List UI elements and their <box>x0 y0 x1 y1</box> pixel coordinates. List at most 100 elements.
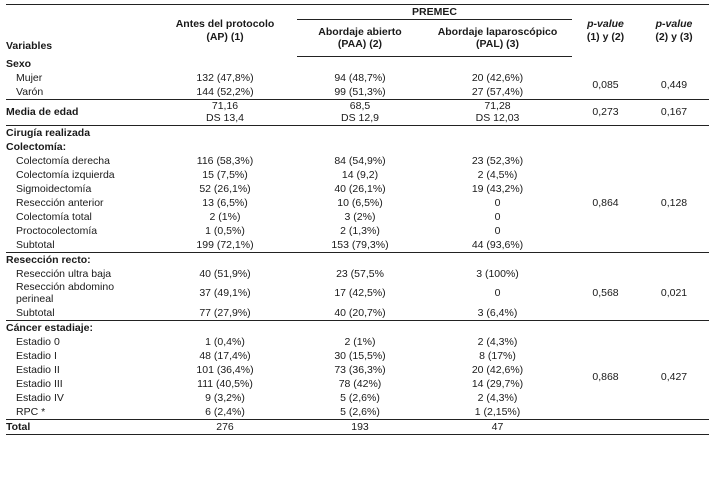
cell-paa: 78 (42%) <box>338 377 382 390</box>
table-row: Mujer 132 (47,8%) 94 (48,7%) 20 (42,6%) … <box>6 70 709 100</box>
cell-ap: 9 (3,2%) <box>205 391 245 404</box>
row-label-total: Total <box>6 418 153 435</box>
cell-pal: 20 (42,6%) <box>471 71 524 84</box>
header-premec: PREMEC <box>297 4 572 20</box>
cell-paa: 2 (1,3%) <box>340 224 380 237</box>
table-row: RPC * 6 (2,4%) 5 (2,6%) 1 (2,15%) <box>6 405 709 420</box>
table-row-edad: Media de edad 71,16 DS 13,4 68,5 DS 12,9 7… <box>6 99 709 126</box>
cell-p1: 0,085 <box>572 70 639 100</box>
cell-pal: 14 (29,7%) <box>471 377 524 390</box>
subsection-label-colectomia: Colectomía: <box>6 140 67 153</box>
table-row-subtotal: Subtotal 77 (27,9%) 40 (20,7%) 3 (6,4%) <box>6 305 709 321</box>
row-label: Subtotal <box>6 237 153 253</box>
cell-paa: 2 (1%) <box>344 335 376 348</box>
row-label: Resección anterior <box>16 196 104 209</box>
cell-ap: 101 (36,4%) <box>196 363 254 376</box>
header-paa-line1: Abordaje abierto <box>318 25 402 38</box>
header-pal-line2: (PAL) (3) <box>476 38 519 50</box>
cell-p1: 0,864 <box>572 153 639 253</box>
row-label-line2: perineal <box>16 293 54 305</box>
cell-pal: 0 <box>494 196 501 209</box>
cell-ap: 111 (40,5%) <box>197 377 253 390</box>
cell-paa: 30 (15,5%) <box>334 349 386 362</box>
header-p2: p-value (2) y (3) <box>639 4 709 57</box>
row-label-line1: Resección abdomino <box>16 280 115 293</box>
cell-ap: 13 (6,5%) <box>202 196 248 209</box>
paa-mean: 68,5 <box>349 99 371 112</box>
cell-ap: 77 (27,9%) <box>153 305 297 321</box>
row-label: RPC * <box>16 405 46 418</box>
cell-paa: 153 (79,3%) <box>297 237 423 253</box>
cell-paa: 5 (2,6%) <box>340 391 380 404</box>
cell-p1: 0,868 <box>592 370 619 383</box>
cell-p2: 0,021 <box>639 266 709 321</box>
row-label: Resección abdomino perineal <box>6 281 153 306</box>
cell-ap: 48 (17,4%) <box>199 349 251 362</box>
cell-paa: 99 (51,3%) <box>297 84 423 100</box>
ap-sd: DS 13,4 <box>206 112 244 124</box>
table-row: Colectomía izquierda 15 (7,5%) 14 (9,2) … <box>6 168 709 182</box>
table-row: Estadio II 101 (36,4%) 73 (36,3%) 20 (42… <box>6 363 709 377</box>
ap-mean: 71,16 <box>211 99 239 112</box>
section-label-cancer: Cáncer estadiaje: <box>6 321 93 334</box>
cell-paa: 3 (2%) <box>344 210 376 223</box>
header-p1: p-value (1) y (2) <box>572 4 639 57</box>
cell-p1: 0,568 <box>572 266 639 321</box>
header-paa: Abordaje abierto (PAA) (2) <box>297 19 423 57</box>
table-row: Estadio 0 1 (0,4%) 2 (1%) 2 (4,3%) 0,868… <box>6 335 709 383</box>
row-label: Estadio IV <box>16 391 64 404</box>
row-label: Colectomía total <box>16 210 92 223</box>
cell-pal: 0 <box>494 287 501 299</box>
cell-p1: 0,273 <box>572 99 639 126</box>
cell-p2: 0,128 <box>639 153 709 253</box>
table-row: Estadio I 48 (17,4%) 30 (15,5%) 8 (17%) <box>6 349 709 363</box>
table-row: Estadio IV 9 (3,2%) 5 (2,6%) 2 (4,3%) <box>6 391 709 405</box>
table-row: Resección anterior 13 (6,5%) 10 (6,5%) 0 <box>6 196 709 210</box>
cell-pal: 27 (57,4%) <box>423 84 572 100</box>
row-label: Subtotal <box>6 305 153 321</box>
header-p1-line1: p-value <box>587 18 624 30</box>
header-ap: Antes del protocolo (AP) (1) <box>153 4 297 57</box>
subsection-label-reseccion: Resección recto: <box>6 253 91 266</box>
pal-sd: DS 12,03 <box>475 112 520 124</box>
header-paa-line2: (PAA) (2) <box>337 38 383 50</box>
table-row: Varón 144 (52,2%) 99 (51,3%) 27 (57,4%) <box>6 84 709 100</box>
header-variables: Variables <box>6 4 153 57</box>
pal-mean: 71,28 <box>484 99 511 112</box>
cell-ap: 6 (2,4%) <box>205 405 245 418</box>
table-row: Resección ultra baja 40 (51,9%) 23 (57,5… <box>6 266 709 321</box>
cell-p2: 0,449 <box>639 70 709 100</box>
header-ap-line2: (AP) (1) <box>206 30 244 43</box>
cell-paa: 17 (42,5%) <box>334 287 386 299</box>
cell-pal: 2 (4,3%) <box>477 391 518 404</box>
row-label: Varón <box>6 84 153 100</box>
cell-pal: 71,28 DS 12,03 <box>423 99 572 126</box>
cell-pal: 2 (4,3%) <box>477 335 518 348</box>
row-label: Estadio 0 <box>16 335 60 348</box>
row-label: Sigmoidectomía <box>16 182 92 195</box>
header-p2-line2: (2) y (3) <box>655 30 693 43</box>
cell-paa: 10 (6,5%) <box>337 196 383 209</box>
table-row: Proctocolectomía 1 (0,5%) 2 (1,3%) 0 <box>6 224 709 238</box>
cell-ap: 132 (47,8%) <box>196 71 254 84</box>
row-label: Mujer <box>16 71 43 84</box>
cell-pal: 20 (42,6%) <box>471 363 524 376</box>
subsection-row-reseccion: Resección recto: <box>6 252 709 267</box>
cell-p2: 0,167 <box>639 99 709 126</box>
header-row-2: Abordaje abierto (PAA) (2) Abordaje lapa… <box>6 19 709 57</box>
cell-pal: 0 <box>494 224 501 237</box>
cell-pal: 8 (17%) <box>479 349 516 362</box>
cell-ap: 40 (51,9%) <box>199 267 251 280</box>
table-row: Colectomía total 2 (1%) 3 (2%) 0 <box>6 210 709 224</box>
cell-pal: 0 <box>494 210 501 223</box>
row-label: Colectomía izquierda <box>16 168 115 181</box>
cell-paa: 68,5 DS 12,9 <box>297 99 423 126</box>
cell-paa: 73 (36,3%) <box>334 363 386 376</box>
table-row: Sigmoidectomía 52 (26,1%) 40 (26,1%) 19 … <box>6 182 709 196</box>
cell-ap: 2 (1%) <box>209 210 241 223</box>
cell-p2: 0,427 <box>660 370 688 383</box>
table-row-subtotal: Subtotal 199 (72,1%) 153 (79,3%) 44 (93,… <box>6 237 709 253</box>
data-table: Variables Antes del protocolo (AP) (1) P… <box>6 4 709 435</box>
cell-pal: 44 (93,6%) <box>423 237 572 253</box>
